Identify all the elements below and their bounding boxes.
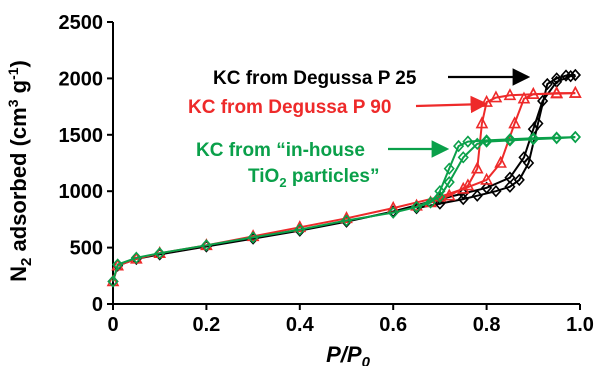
triangle-marker (475, 116, 489, 129)
diamond-marker (443, 162, 455, 175)
diamond-marker (523, 156, 535, 170)
triangle-marker (489, 90, 503, 103)
y-tick-label: 500 (70, 238, 103, 260)
triangle-marker (442, 188, 456, 201)
diamond-marker (130, 251, 142, 264)
diamond-marker (247, 231, 259, 244)
diamond-marker (154, 247, 166, 260)
diamond-marker (481, 134, 493, 147)
x-tick-label: 0.8 (473, 314, 501, 336)
x-tick-label: 1.0 (566, 314, 594, 336)
x-tick-label: 0.2 (192, 314, 220, 336)
diamond-marker (112, 258, 124, 271)
triangle-marker (517, 91, 531, 104)
y-tick-label: 1500 (59, 125, 104, 147)
y-tick-label: 0 (92, 294, 103, 316)
label-inhouse-line1: KC from “in-house (196, 140, 365, 161)
diamond-marker (434, 185, 446, 198)
x-tick-label: 0.6 (379, 314, 407, 336)
x-axis-title: P/P0 (326, 342, 370, 366)
series-inhouse (107, 130, 581, 288)
diamond-marker (569, 68, 581, 82)
diamond-marker (504, 133, 516, 146)
y-tick-label: 2500 (59, 12, 104, 34)
x-tick-label: 0 (107, 314, 118, 336)
diamond-marker (294, 223, 306, 236)
diamond-marker (532, 117, 544, 130)
diamond-marker (551, 72, 563, 85)
x-axis: 0 0.2 0.4 0.6 0.8 1.0 (107, 303, 594, 336)
triangle-marker (526, 86, 540, 99)
diamond-marker (551, 131, 563, 144)
diamond-marker (453, 139, 465, 153)
diamond-marker (513, 173, 525, 187)
diamond-marker (541, 77, 553, 91)
inhouse-desorption-line (416, 136, 576, 208)
diamond-marker (200, 239, 212, 252)
label-inhouse-line2: TiO2 particles” (248, 166, 380, 190)
label-degussa-p25: KC from Degussa P 25 (213, 68, 417, 89)
triangle-marker (550, 86, 563, 99)
triangle-marker (470, 161, 484, 174)
diamond-marker (387, 206, 399, 219)
diamond-marker (462, 135, 474, 148)
diamond-marker (490, 185, 502, 198)
x-tick-label: 0.4 (286, 314, 315, 336)
diamond-marker (504, 180, 516, 193)
label-degussa-p90: KC from Degussa P 90 (188, 97, 391, 118)
arrow-degussa-p90 (415, 95, 489, 114)
p25-desorption-line (416, 74, 576, 210)
diamond-marker (457, 151, 469, 164)
diamond-marker (471, 189, 483, 202)
series-layer (106, 68, 582, 288)
triangle-marker (461, 178, 475, 191)
triangle-marker (494, 155, 507, 168)
diamond-marker (457, 192, 469, 206)
triangle-marker (480, 172, 493, 185)
diamond-marker (107, 275, 119, 288)
diamond-marker (340, 214, 353, 227)
y-axis-title: N2 adsorbed (cm3 g-1) (5, 60, 35, 282)
diamond-marker (434, 197, 446, 210)
y-tick-label: 2000 (59, 68, 104, 90)
y-tick-label: 1000 (59, 181, 104, 203)
diamond-marker (560, 69, 572, 82)
diamond-marker (410, 200, 423, 214)
diamond-marker (569, 130, 581, 144)
diamond-marker (527, 131, 539, 145)
diamond-marker (424, 196, 437, 209)
diamond-marker (443, 175, 455, 189)
triangle-marker (508, 116, 521, 129)
triangle-marker (569, 85, 582, 98)
y-axis: 0 500 1000 1500 2000 2500 (59, 12, 114, 316)
triangle-marker (503, 88, 517, 101)
triangle-marker (456, 181, 470, 194)
annotations: KC from Degussa P 25 KC from Degussa P 90… (188, 68, 531, 190)
